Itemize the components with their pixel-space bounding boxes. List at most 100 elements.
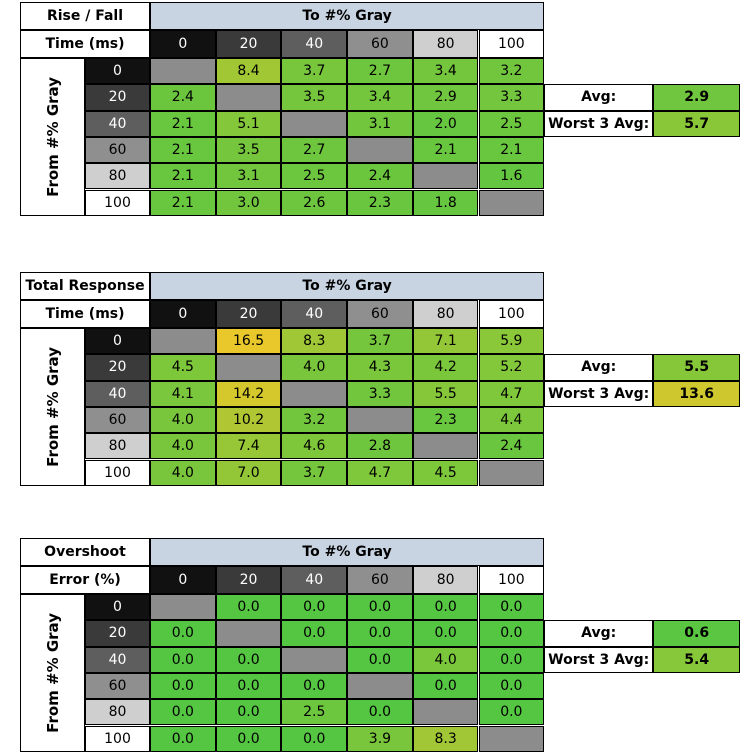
value-cell: 4.5: [412, 459, 479, 486]
value-cell: 2.1: [150, 110, 216, 137]
value-cell: 3.3: [478, 84, 545, 111]
value-cell: 0.0: [478, 620, 545, 647]
value-cell: 14.2: [215, 380, 282, 407]
empty-cell: [412, 163, 479, 190]
column-label: 100: [478, 300, 545, 328]
value-cell: 0.0: [281, 672, 348, 700]
worst-value: 5.4: [653, 646, 741, 673]
avg-label: Avg:: [544, 84, 654, 111]
value-cell: 0.0: [478, 699, 545, 726]
value-cell: 1.8: [412, 189, 479, 216]
value-cell: 8.3: [281, 328, 348, 355]
avg-label: Avg:: [544, 354, 654, 381]
worst-label: Worst 3 Avg:: [544, 110, 654, 137]
column-label: 40: [281, 300, 348, 328]
value-cell: 5.5: [412, 380, 479, 407]
value-cell: 0.0: [215, 672, 282, 700]
value-cell: 4.3: [347, 354, 413, 381]
column-label: 60: [347, 300, 413, 328]
value-cell: 0.0: [347, 646, 413, 673]
empty-cell: [412, 699, 479, 726]
row-header-text: From #% Gray: [43, 76, 62, 197]
row-label: 20: [85, 354, 150, 381]
value-cell: 4.4: [478, 406, 545, 434]
value-cell: 3.3: [347, 380, 413, 407]
value-cell: 2.4: [347, 163, 413, 190]
value-cell: 7.4: [215, 433, 282, 460]
column-label: 0: [150, 300, 216, 328]
value-cell: 4.5: [150, 354, 216, 381]
column-label: 100: [478, 566, 545, 594]
title-line: Error (%): [20, 566, 150, 594]
value-cell: 0.0: [215, 725, 282, 752]
worst-label: Worst 3 Avg:: [544, 380, 654, 407]
title-line: Overshoot: [20, 538, 150, 566]
row-label: 40: [85, 380, 150, 407]
value-cell: 2.5: [281, 163, 348, 190]
value-cell: 1.6: [478, 163, 545, 190]
value-cell: 0.0: [478, 672, 545, 700]
value-cell: 0.0: [478, 646, 545, 673]
value-cell: 0.0: [347, 594, 413, 621]
value-cell: 4.0: [150, 433, 216, 460]
row-header-text: From #% Gray: [43, 612, 62, 733]
empty-cell: [478, 459, 545, 486]
row-header: From #% Gray: [20, 328, 85, 486]
row-label: 0: [85, 58, 150, 85]
empty-cell: [150, 58, 216, 85]
row-label: 60: [85, 136, 150, 164]
row-label: 80: [85, 433, 150, 460]
column-label: 0: [150, 566, 216, 594]
value-cell: 2.5: [478, 110, 545, 137]
value-cell: 2.8: [347, 433, 413, 460]
value-cell: 2.4: [478, 433, 545, 460]
value-cell: 3.7: [281, 58, 348, 85]
value-cell: 0.0: [347, 620, 413, 647]
column-label: 40: [281, 30, 348, 58]
empty-cell: [281, 110, 348, 137]
value-cell: 4.1: [150, 380, 216, 407]
empty-cell: [281, 380, 348, 407]
column-label: 60: [347, 566, 413, 594]
value-cell: 2.5: [281, 699, 348, 726]
empty-cell: [215, 84, 282, 111]
value-cell: 3.7: [281, 459, 348, 486]
value-cell: 0.0: [215, 699, 282, 726]
value-cell: 3.5: [215, 136, 282, 164]
column-header: To #% Gray: [150, 272, 545, 300]
value-cell: 2.7: [281, 136, 348, 164]
value-cell: 8.3: [412, 725, 479, 752]
empty-cell: [347, 136, 413, 164]
value-cell: 2.3: [412, 406, 479, 434]
avg-value: 2.9: [653, 84, 741, 111]
value-cell: 4.7: [478, 380, 545, 407]
value-cell: 0.0: [412, 594, 479, 621]
column-label: 40: [281, 566, 348, 594]
column-label: 0: [150, 30, 216, 58]
column-label: 80: [412, 300, 479, 328]
column-label: 20: [215, 30, 282, 58]
value-cell: 4.0: [150, 406, 216, 434]
value-cell: 0.0: [478, 594, 545, 621]
avg-value: 5.5: [653, 354, 741, 381]
value-cell: 8.4: [215, 58, 282, 85]
value-cell: 4.7: [347, 459, 413, 486]
value-cell: 3.4: [412, 58, 479, 85]
value-cell: 3.7: [347, 328, 413, 355]
empty-cell: [478, 189, 545, 216]
value-cell: 4.0: [281, 354, 348, 381]
empty-cell: [347, 406, 413, 434]
value-cell: 4.2: [412, 354, 479, 381]
value-cell: 2.3: [347, 189, 413, 216]
title-line: Rise / Fall: [20, 2, 150, 30]
empty-cell: [412, 433, 479, 460]
title-line: Total Response: [20, 272, 150, 300]
column-label: 20: [215, 300, 282, 328]
worst-value: 5.7: [653, 110, 741, 137]
value-cell: 5.9: [478, 328, 545, 355]
column-header: To #% Gray: [150, 538, 545, 566]
value-cell: 0.0: [281, 594, 348, 621]
value-cell: 2.1: [150, 163, 216, 190]
empty-cell: [347, 672, 413, 700]
